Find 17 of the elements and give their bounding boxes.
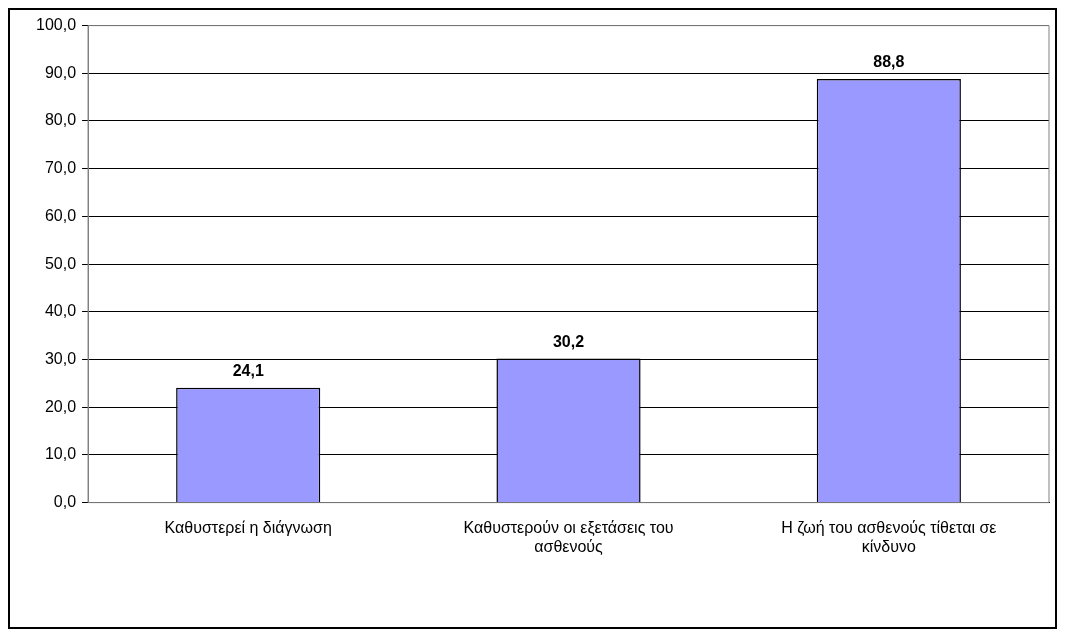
y-tick-label: 30,0 (44, 349, 77, 367)
y-tick-label: 0,0 (53, 493, 77, 511)
x-tick-label: Η ζωή του ασθενούς τίθεται σε κίνδυνο (781, 518, 997, 555)
x-tick-label: Καθυστερεί η διάγνωση (164, 518, 332, 536)
y-tick-label: 100,0 (35, 16, 77, 34)
y-tick-label: 10,0 (44, 445, 77, 463)
y-tick-label: 80,0 (44, 111, 77, 129)
data-label: 24,1 (232, 362, 264, 380)
y-tick-label: 60,0 (44, 206, 77, 224)
y-tick-label: 90,0 (44, 63, 77, 81)
x-tick-label: Καθυστερούν οι εξετάσεις του ασθενούς (463, 518, 674, 555)
y-tick-label: 40,0 (44, 302, 77, 320)
y-tick-label: 50,0 (44, 254, 77, 272)
y-tick-label: 70,0 (44, 159, 77, 177)
y-tick-label: 20,0 (44, 397, 77, 415)
data-label: 88,8 (873, 53, 905, 71)
data-label: 30,2 (552, 332, 585, 350)
